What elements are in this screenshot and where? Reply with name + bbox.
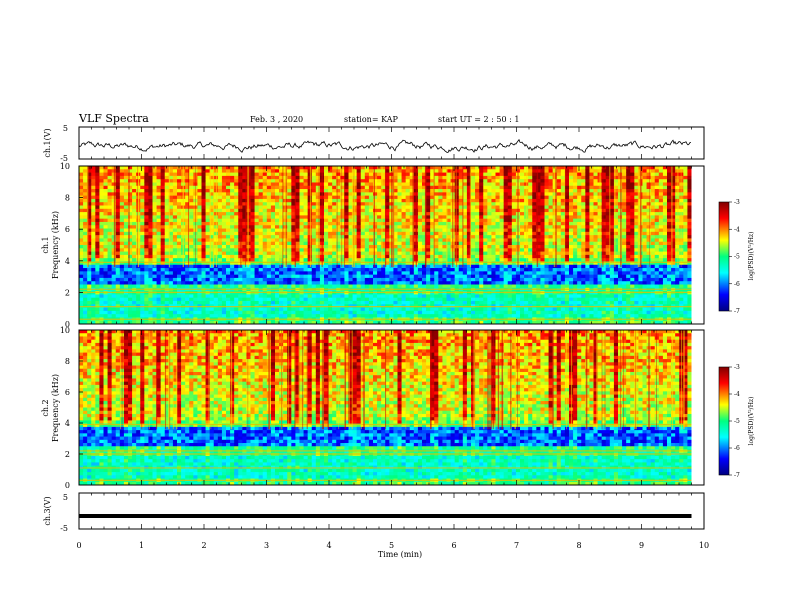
ch3-waveform-panel: 5 -5 ch.3(V) bbox=[43, 492, 705, 533]
ch1-ytick-top: 5 bbox=[63, 124, 68, 133]
ch1-ytick-bottom: -5 bbox=[60, 154, 68, 163]
time-tick-label: 9 bbox=[639, 541, 644, 550]
ch1-spectrogram-yticks: 0 2 4 6 8 10 bbox=[60, 162, 83, 329]
time-tick-label: 1 bbox=[139, 541, 144, 550]
figure-title: VLF Spectra bbox=[79, 112, 149, 125]
ch1-waveform-frame bbox=[78, 126, 705, 160]
ch1-spectrogram-panel: 0 2 4 6 8 10 ch.1 Frequency (kHz) bbox=[41, 162, 705, 329]
ch1-spectrogram-ylabel-channel: ch.1 bbox=[41, 236, 50, 253]
ch1-spectrogram-ytick-label: 10 bbox=[60, 162, 70, 171]
ch1-spectrogram-ylabel-frequency: Frequency (kHz) bbox=[51, 211, 60, 279]
ch1-colorbar-tick-label: -4 bbox=[734, 226, 740, 233]
ch1-colorbar-tick-label: -6 bbox=[734, 281, 740, 288]
time-tick-label: 0 bbox=[76, 541, 81, 550]
time-tick-label: 4 bbox=[326, 541, 331, 550]
ch2-spectrogram-ytick-label: 0 bbox=[65, 481, 70, 490]
time-axis-ticks bbox=[78, 127, 705, 529]
ch1-colorbar-ramp bbox=[718, 201, 730, 312]
ch2-spectrogram-ytick-label: 6 bbox=[65, 388, 70, 397]
ch2-spectrogram-ytick-label: 10 bbox=[60, 326, 70, 335]
ch1-colorbar-label: log(PSD)(V²/Hz) bbox=[748, 232, 755, 281]
ch2-spectrogram-yticks: 0 2 4 6 8 10 bbox=[60, 326, 83, 490]
start-time-label: start UT = 2 : 50 : 1 bbox=[438, 115, 520, 124]
ch2-colorbar-tick-label: -3 bbox=[734, 364, 740, 371]
ch1-waveform-panel: 5 -5 ch.1(V) bbox=[43, 124, 705, 163]
ch2-colorbar-tick-label: -5 bbox=[734, 418, 740, 425]
station-label: station= KAP bbox=[344, 115, 398, 124]
ch2-spectrogram-ytick-label: 4 bbox=[65, 419, 70, 428]
ch2-colorbar-tick-label: -7 bbox=[734, 472, 740, 479]
ch3-ytick-bottom: -5 bbox=[60, 524, 68, 533]
ch2-colorbar-tick-label: -6 bbox=[734, 445, 740, 452]
ch1-spectrogram-ytick-label: 4 bbox=[65, 257, 70, 266]
ch1-colorbar-tick-label: -5 bbox=[734, 254, 740, 261]
date-label: Feb. 3 , 2020 bbox=[250, 115, 304, 124]
time-tick-label: 5 bbox=[389, 541, 394, 550]
ch1-waveform-line bbox=[78, 138, 691, 153]
ch1-spectrogram-ytick-label: 6 bbox=[65, 225, 70, 234]
ch2-spectrogram-ytick-label: 2 bbox=[65, 450, 70, 459]
ch1-spectrogram-ytick-label: 0 bbox=[65, 320, 70, 329]
time-axis-tick-labels: 0 1 2 3 4 5 6 7 8 9 10 bbox=[76, 541, 709, 550]
time-tick-label: 10 bbox=[699, 541, 709, 550]
time-tick-label: 3 bbox=[264, 541, 269, 550]
ch1-colorbar-ticks: -3 -4 -5 -6 -7 bbox=[729, 199, 740, 315]
ch2-spectrogram-panel: 0 2 4 6 8 10 ch.2 Frequency (kHz) bbox=[41, 326, 705, 490]
ch3-ytick-top: 5 bbox=[63, 493, 68, 502]
ch1-spectrogram-ytick-label: 8 bbox=[65, 194, 70, 203]
ch1-spectrogram-image bbox=[79, 166, 704, 325]
ch2-spectrogram-ytick-label: 8 bbox=[65, 357, 70, 366]
ch2-spectrogram-ylabel-frequency: Frequency (kHz) bbox=[51, 374, 60, 442]
ch1-colorbar-tick-label: -7 bbox=[734, 308, 740, 315]
ch3-waveform-frame bbox=[78, 492, 705, 530]
time-axis-label: Time (min) bbox=[378, 550, 422, 559]
ch2-spectrogram-ylabel-channel: ch.2 bbox=[41, 399, 50, 416]
ch2-colorbar-label: log(PSD)(V²/Hz) bbox=[748, 397, 755, 446]
ch2-colorbar-ticks: -3 -4 -5 -6 -7 bbox=[729, 364, 740, 479]
ch1-waveform-ylabel: ch.1(V) bbox=[43, 128, 52, 157]
ch3-waveform-ylabel: ch.3(V) bbox=[43, 496, 52, 525]
ch1-spectrogram-ytick-label: 2 bbox=[65, 288, 70, 297]
ch2-colorbar-ramp bbox=[718, 366, 730, 476]
ch2-colorbar: -3 -4 -5 -6 -7 log(PSD)(V²/Hz) bbox=[718, 364, 755, 479]
ch1-colorbar-tick-label: -3 bbox=[734, 199, 740, 206]
time-tick-label: 2 bbox=[201, 541, 206, 550]
time-tick-label: 6 bbox=[451, 541, 456, 550]
time-tick-label: 7 bbox=[514, 541, 519, 550]
time-tick-label: 8 bbox=[576, 541, 581, 550]
ch2-colorbar-tick-label: -4 bbox=[734, 391, 740, 398]
ch2-spectrogram-image bbox=[79, 330, 704, 486]
ch1-colorbar: -3 -4 -5 -6 -7 log(PSD)(V²/Hz) bbox=[718, 199, 755, 315]
